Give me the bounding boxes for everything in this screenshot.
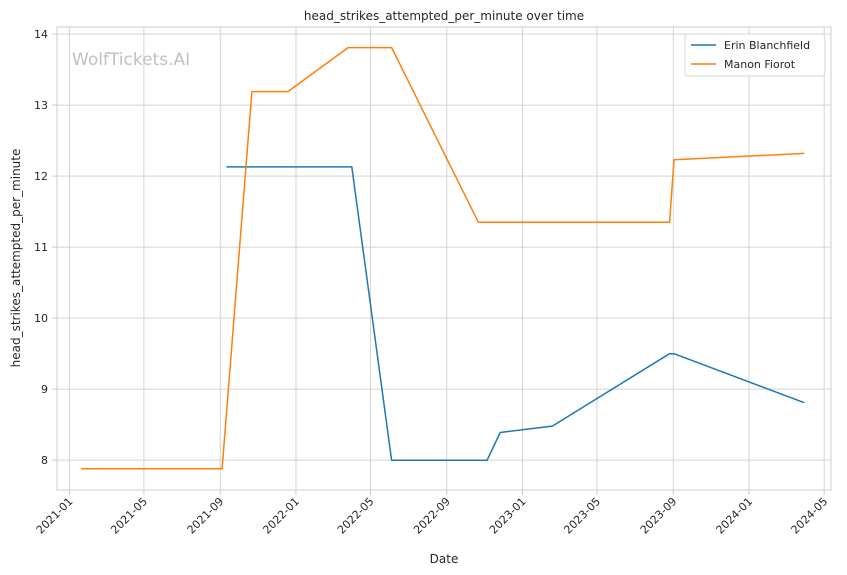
x-tick-label: 2021-05 [108, 495, 150, 537]
x-tick-label: 2022-05 [335, 495, 377, 537]
chart-title: head_strikes_attempted_per_minute over t… [304, 9, 584, 23]
legend-label-erin-blanchfield: Erin Blanchfield [724, 39, 810, 52]
x-tick-label: 2021-01 [34, 495, 76, 537]
y-axis-ticks: 8 9 10 11 12 13 14 [34, 28, 57, 467]
grid-lines [57, 27, 831, 490]
y-tick-label: 12 [34, 170, 48, 183]
series-line-manon-fiorot [81, 46, 805, 470]
x-tick-label: 2024-05 [789, 495, 831, 537]
x-axis-ticks: 2021-01 2021-05 2021-09 2022-01 2022-05 2022-… [34, 490, 830, 537]
x-tick-label: 2022-01 [260, 495, 302, 537]
watermark: WolfTickets.AI [72, 50, 190, 70]
y-tick-label: 13 [34, 99, 48, 112]
y-tick-label: 9 [41, 383, 48, 396]
x-tick-label: 2024-01 [713, 495, 755, 537]
y-axis-label: head_strikes_attempted_per_minute [9, 149, 23, 368]
x-tick-label: 2023-09 [638, 495, 680, 537]
legend-label-manon-fiorot: Manon Fiorot [724, 58, 796, 71]
series-lines [81, 46, 805, 470]
y-tick-label: 14 [34, 28, 48, 41]
legend: Erin Blanchfield Manon Fiorot [684, 33, 826, 77]
x-tick-label: 2022-09 [411, 495, 453, 537]
y-tick-label: 11 [34, 241, 48, 254]
x-tick-label: 2021-09 [185, 495, 227, 537]
y-tick-label: 8 [41, 454, 48, 467]
legend-box [684, 33, 826, 77]
x-axis-label: Date [430, 552, 459, 566]
y-tick-label: 10 [34, 312, 48, 325]
series-line-erin-blanchfield [226, 166, 805, 461]
plot-area [56, 26, 832, 491]
x-tick-label: 2023-05 [561, 495, 603, 537]
x-tick-label: 2023-01 [487, 495, 529, 537]
